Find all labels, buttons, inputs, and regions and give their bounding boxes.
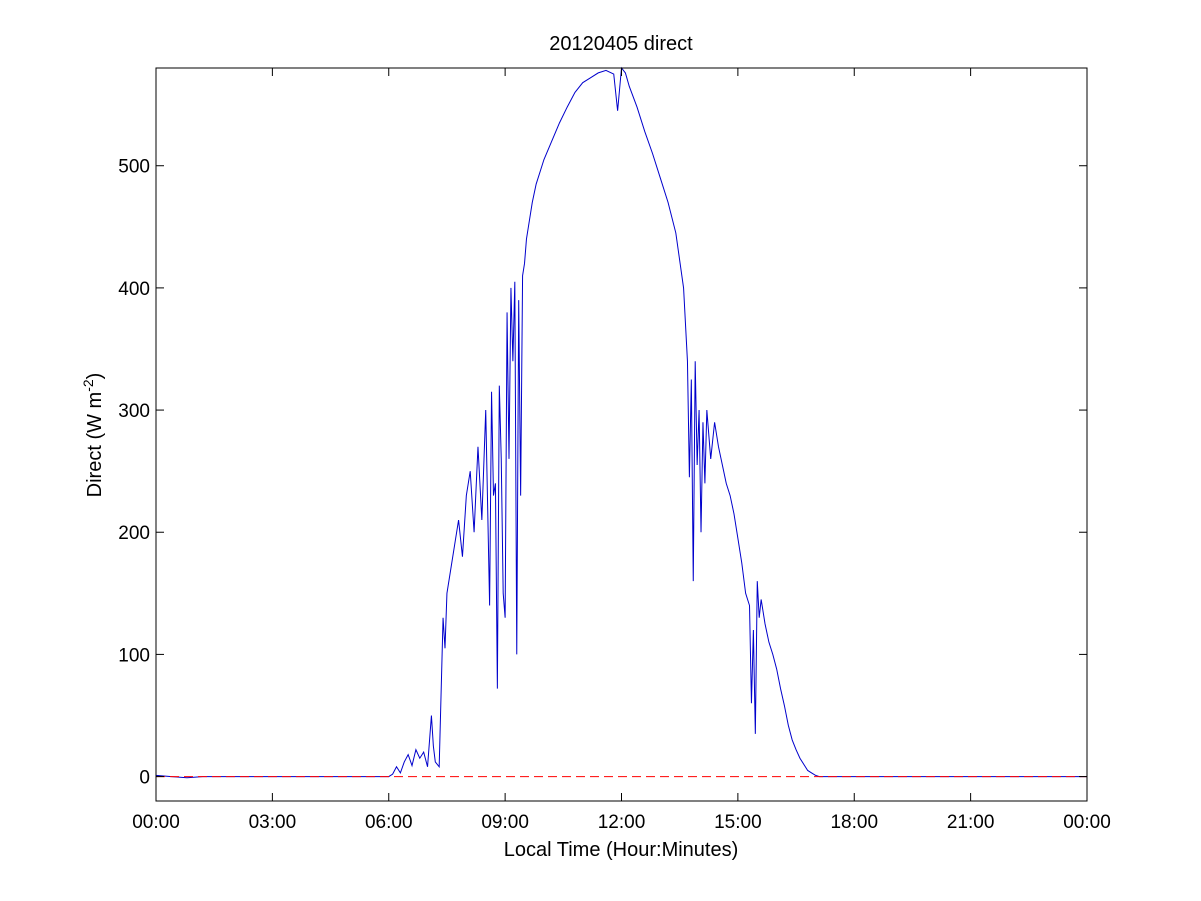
x-tick-label: 12:00 <box>598 812 646 833</box>
chart-title: 20120405 direct <box>549 33 693 55</box>
x-tick-label: 09:00 <box>481 812 529 833</box>
y-tick-label: 400 <box>118 279 150 300</box>
y-axis-label: Direct (W m-2) <box>80 373 106 498</box>
y-axis: 0 100 200 300 400 500 <box>118 157 1087 789</box>
x-axis: 00:00 03:00 06:00 09:00 12:00 15:00 18:00 21:00… <box>132 68 1111 833</box>
x-axis-label: Local Time (Hour:Minutes) <box>504 839 739 861</box>
y-tick-label: 200 <box>118 523 150 544</box>
y-tick-label: 300 <box>118 401 150 422</box>
series-layer <box>155 66 1087 779</box>
x-tick-label: 00:00 <box>1063 812 1111 833</box>
series-line-0 <box>155 66 1087 779</box>
x-tick-label: 03:00 <box>249 812 297 833</box>
y-tick-label: 500 <box>118 157 150 178</box>
x-tick-label: 06:00 <box>365 812 413 833</box>
x-tick-label: 15:00 <box>714 812 762 833</box>
y-axis-label-main: Direct (W m <box>84 392 106 498</box>
x-tick-label: 21:00 <box>947 812 995 833</box>
y-axis-label-close: ) <box>84 373 106 380</box>
x-tick-label: 18:00 <box>830 812 878 833</box>
y-axis-label-superscript: -2 <box>80 379 96 392</box>
y-tick-label: 0 <box>139 768 150 789</box>
y-tick-label: 100 <box>118 645 150 666</box>
x-tick-label: 00:00 <box>132 812 180 833</box>
